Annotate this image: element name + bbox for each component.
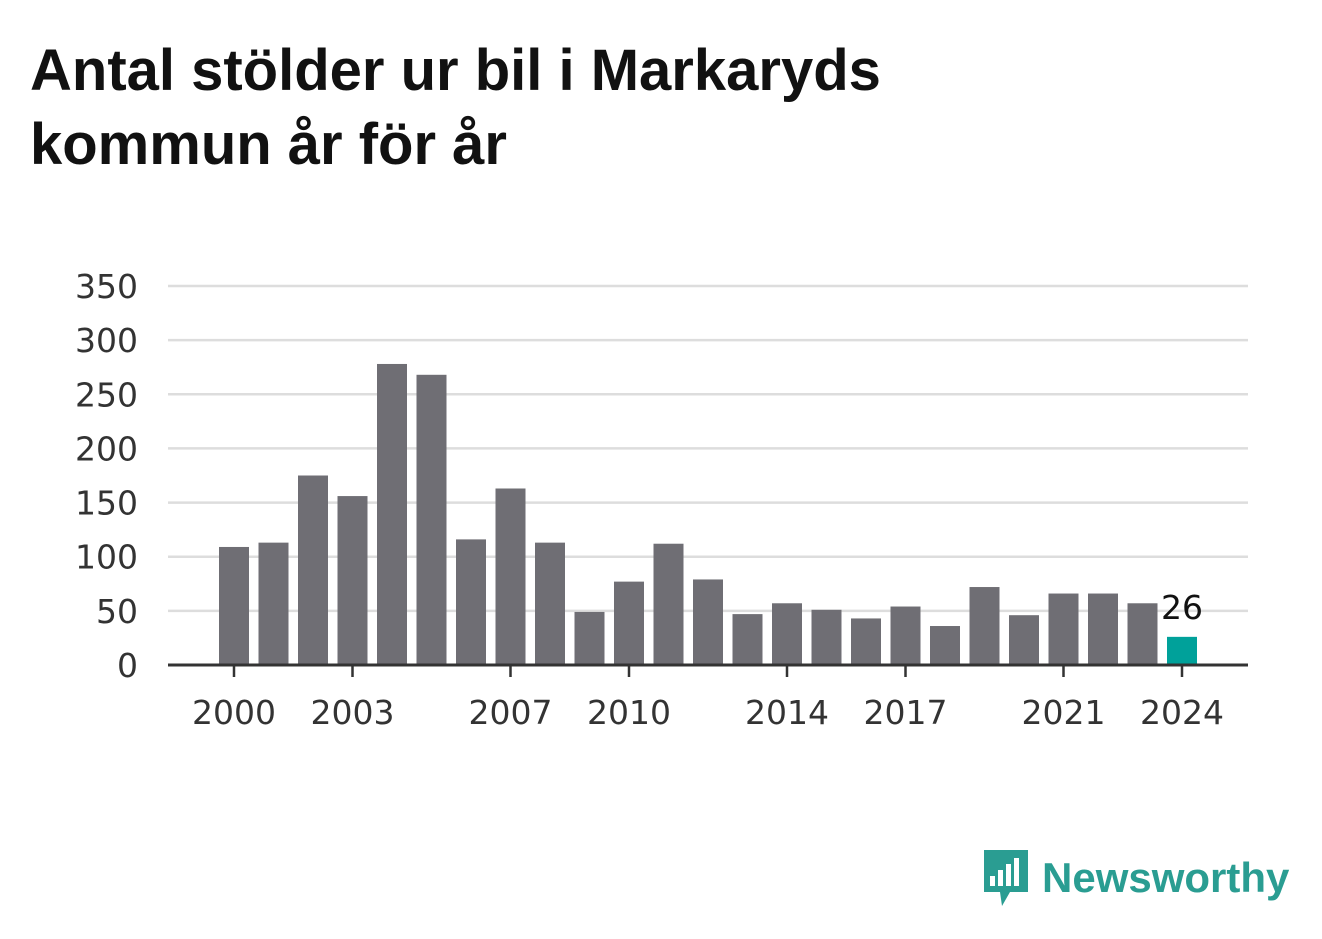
bar-2007 xyxy=(495,488,526,665)
x-tick-label: 2007 xyxy=(469,693,553,732)
bar-2023 xyxy=(1127,603,1158,665)
bar-2021 xyxy=(1048,593,1079,665)
bar-2016 xyxy=(851,618,881,665)
bar-2019 xyxy=(969,587,1000,665)
x-tick-label: 2014 xyxy=(745,693,829,732)
bar-2018 xyxy=(930,626,960,665)
axes xyxy=(168,663,1248,677)
bar-2010 xyxy=(614,581,644,665)
x-tick-label: 2017 xyxy=(864,693,948,732)
brand-name: Newsworthy xyxy=(1042,854,1290,901)
bar-2020 xyxy=(1009,615,1039,665)
data-label-2024: 26 xyxy=(1161,588,1203,627)
chart-title: Antal stölder ur bil i Markaryds kommun … xyxy=(30,38,881,177)
y-tick-label: 300 xyxy=(75,321,138,360)
bar-2000 xyxy=(219,546,249,665)
bar-2003 xyxy=(337,496,368,665)
newsworthy-logo: Newsworthy xyxy=(980,848,1289,908)
y-tick-label: 350 xyxy=(75,267,138,306)
x-tick-label: 2010 xyxy=(587,693,671,732)
bar-2004 xyxy=(377,363,407,665)
bar-2015 xyxy=(811,609,842,665)
bar-2006 xyxy=(456,539,486,665)
x-tick-label: 2024 xyxy=(1140,693,1224,732)
bar-2002 xyxy=(298,475,328,665)
y-tick-label: 50 xyxy=(96,592,138,631)
bars xyxy=(219,363,1197,665)
y-tick-label: 200 xyxy=(75,429,138,468)
y-tick-label: 250 xyxy=(75,375,138,414)
x-tick-label: 2021 xyxy=(1022,693,1106,732)
bar-2009 xyxy=(574,611,605,665)
bar-2001 xyxy=(258,542,289,665)
bar-2013 xyxy=(732,614,763,665)
y-tick-label: 100 xyxy=(75,538,138,577)
x-tick-label: 2003 xyxy=(311,693,395,732)
y-tick-label: 150 xyxy=(75,484,138,523)
bar-2022 xyxy=(1088,593,1118,665)
bar-2005 xyxy=(416,374,447,665)
bar-2011 xyxy=(653,543,684,665)
bar-chart-speech-bubble-icon xyxy=(984,850,1028,906)
x-tick-label: 2000 xyxy=(192,693,276,732)
bar-2017 xyxy=(890,606,921,665)
y-tick-label: 0 xyxy=(117,646,138,685)
bar-2008 xyxy=(535,542,565,665)
labels: 0 50 100 150 200 250 300 350 26 2000 2003 2007 2010 2… xyxy=(75,267,1224,732)
bar-2014 xyxy=(772,603,802,665)
bar-2012 xyxy=(693,579,723,665)
grid-lines xyxy=(168,284,1248,613)
bar-2024 xyxy=(1167,636,1197,665)
